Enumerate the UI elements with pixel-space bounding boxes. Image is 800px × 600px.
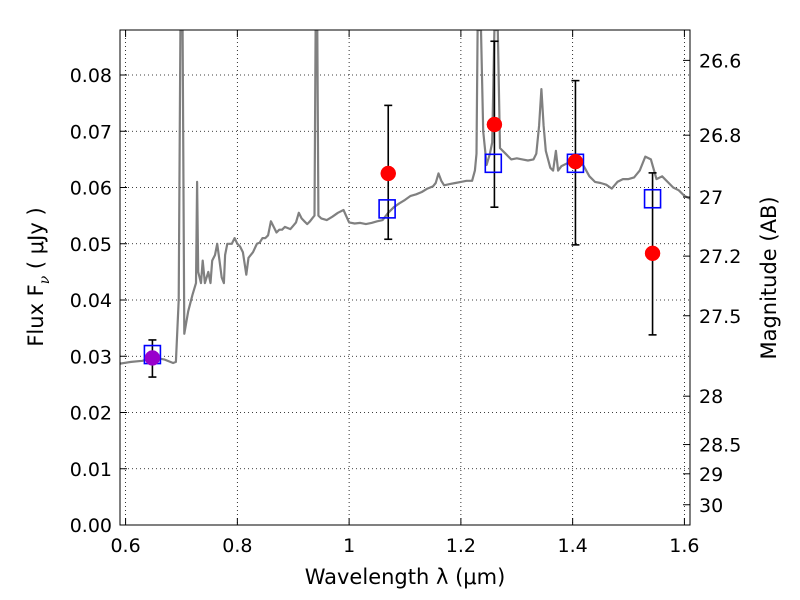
y-axis-ticks: 0.00 0.01 0.02 0.03 0.04 0.05 0.06 0.07 0.08	[70, 65, 127, 537]
right-axis-label: Magnitude (AB)	[757, 196, 781, 359]
x-tick-label: 1.4	[558, 535, 588, 557]
observed-circle-marker	[486, 116, 503, 133]
plot-frame	[119, 29, 691, 526]
error-bars	[148, 40, 657, 378]
observed-circle-marker	[644, 245, 661, 262]
right-tick-label: 26.6	[699, 50, 741, 72]
y-tick-label: 0.06	[70, 178, 112, 200]
right-tick-label: 27.5	[699, 306, 741, 328]
x-tick-label: 0.8	[222, 535, 252, 557]
y-axis-label-main: Flux F	[24, 284, 48, 346]
y-tick-label: 0.03	[70, 346, 112, 368]
right-tick-label: 26.8	[699, 125, 741, 147]
right-tick-label: 30	[699, 495, 723, 517]
observed-circle-marker	[567, 153, 584, 170]
right-tick-label: 27	[699, 187, 723, 209]
spectrum-series	[120, 30, 690, 365]
right-tick-label: 27.2	[699, 246, 741, 268]
observed-photometry-series	[144, 116, 661, 366]
model-square-marker	[643, 188, 662, 209]
observed-circle-marker	[144, 350, 161, 366]
y-tick-label: 0.04	[70, 290, 112, 312]
y-tick-label: 0.05	[70, 234, 112, 256]
y-tick-label: 0.07	[70, 121, 112, 143]
x-tick-label: 1.2	[446, 535, 476, 557]
y-axis-label-subscript: ν	[37, 275, 53, 284]
x-tick-label: 1	[343, 535, 355, 557]
y-tick-label: 0.02	[70, 403, 112, 425]
right-axis-ticks: 26.6 26.8 27 27.2 27.5 28 28.5 29 30	[683, 50, 741, 517]
y-axis-label: Flux Fν ( μJy )	[24, 207, 53, 346]
y-tick-label: 0.08	[70, 65, 112, 87]
y-tick-label: 0.00	[70, 515, 112, 537]
x-axis-label: Wavelength λ (μm)	[305, 565, 506, 589]
right-tick-label: 28.5	[699, 435, 741, 457]
x-tick-label: 0.6	[110, 535, 140, 557]
x-axis-ticks: 0.6 0.8 1 1.2 1.4 1.6	[110, 30, 700, 557]
model-square-marker	[378, 199, 396, 219]
y-axis-label-units: ( μJy )	[24, 207, 48, 275]
model-square-marker	[484, 153, 503, 174]
spectrum-line	[120, 30, 690, 365]
grid-lines	[120, 30, 690, 525]
right-tick-label: 28	[699, 386, 723, 408]
observed-circle-marker	[380, 165, 396, 182]
x-tick-label: 1.6	[669, 535, 699, 557]
right-tick-label: 29	[699, 464, 723, 486]
y-tick-label: 0.01	[70, 459, 112, 481]
model-photometry-series	[143, 153, 662, 365]
